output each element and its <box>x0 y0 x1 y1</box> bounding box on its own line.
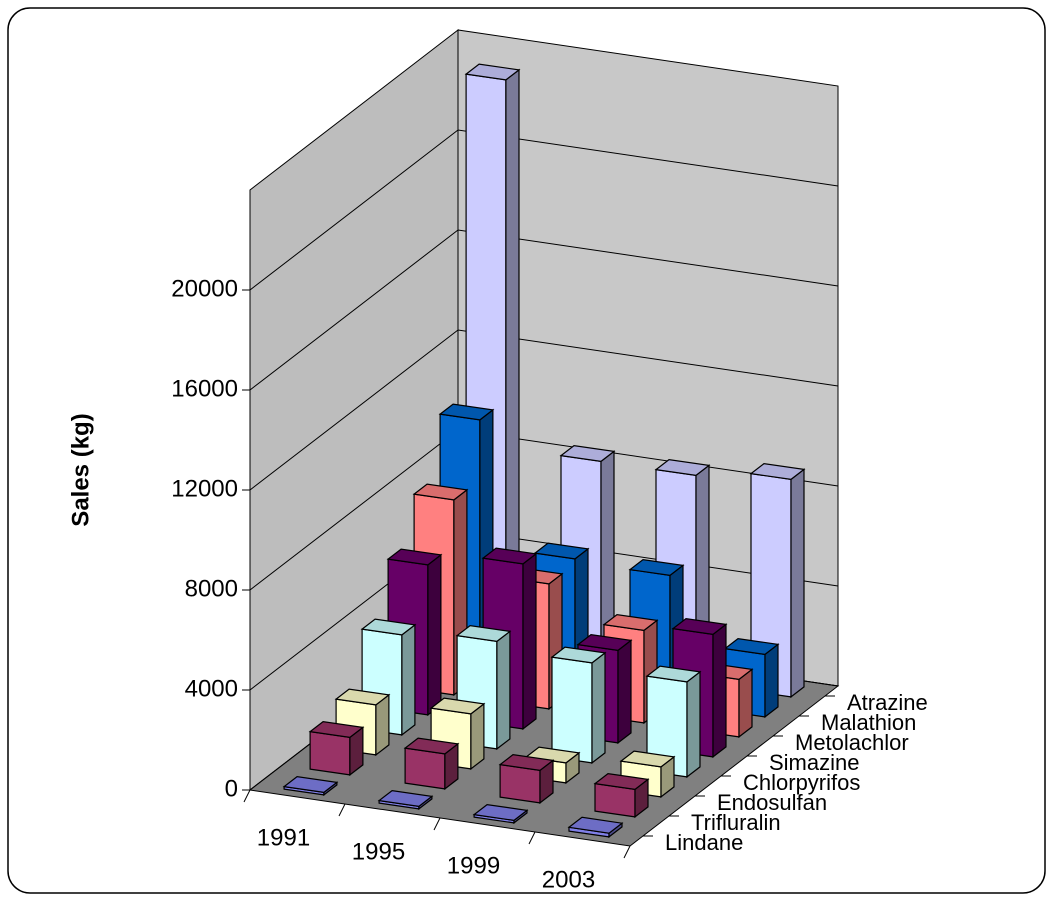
bar-top <box>749 462 806 481</box>
bar-top <box>628 558 685 577</box>
bar-side <box>790 468 805 699</box>
bar-top <box>576 633 633 652</box>
y-tick-label: 0 <box>225 775 238 802</box>
x-tick-label: 1995 <box>352 838 405 865</box>
y-tick-label: 20000 <box>171 275 238 302</box>
bar-top <box>334 688 391 706</box>
bar-front <box>499 763 541 804</box>
bar-top <box>472 803 529 822</box>
bar-side <box>617 639 632 745</box>
x-tick <box>623 845 631 859</box>
legend-label: Metolachlor <box>795 730 909 755</box>
y-tick-label: 8000 <box>185 575 238 602</box>
bar-top <box>481 547 538 565</box>
bar <box>377 789 434 811</box>
legend-label: Simazine <box>769 750 859 775</box>
bar <box>593 772 650 819</box>
x-tick-label: 2003 <box>542 866 595 893</box>
x-tick <box>243 789 251 803</box>
x-tick <box>528 831 536 845</box>
bar-top <box>619 750 676 768</box>
bar-top <box>602 613 659 632</box>
bar-side <box>401 623 416 737</box>
y-tick-label: 16000 <box>171 375 238 402</box>
bar <box>550 646 607 765</box>
x-tick <box>338 803 346 817</box>
bar <box>403 737 460 791</box>
bar-top <box>438 403 495 421</box>
legend-label: Endosulfan <box>717 790 827 815</box>
bar-side <box>496 630 511 751</box>
bar-top <box>654 458 711 477</box>
legend-label: Atrazine <box>847 690 928 715</box>
bar <box>308 720 365 777</box>
bar-side <box>591 651 606 765</box>
grid-line <box>249 229 839 391</box>
bar <box>498 753 555 805</box>
legend-label: Chlorpyrifos <box>743 770 860 795</box>
legend-label: Trifluralin <box>691 810 781 835</box>
bar-side <box>470 702 485 771</box>
bar-top <box>567 816 624 834</box>
bar <box>472 803 529 825</box>
bar-side <box>427 553 442 717</box>
bar-front <box>309 730 351 776</box>
bar-top <box>386 548 443 566</box>
bar-side <box>686 670 701 779</box>
legend-label: Lindane <box>665 830 743 855</box>
bar <box>645 665 702 779</box>
bar-top <box>282 775 339 794</box>
legend-label: Malathion <box>821 710 916 735</box>
bar-top <box>429 697 486 715</box>
bar-front <box>551 656 593 764</box>
bar-top <box>308 720 365 739</box>
bar-top <box>723 637 780 656</box>
x-tick-label: 1999 <box>447 852 500 879</box>
bar-top <box>377 789 434 808</box>
bar-side <box>738 668 753 739</box>
bar-top <box>550 646 607 664</box>
bar-top <box>412 483 469 501</box>
bar-top <box>464 63 521 81</box>
bar <box>749 462 806 699</box>
bar-top <box>671 617 728 636</box>
bar-top <box>360 618 417 636</box>
x-tick <box>433 817 441 831</box>
bar-top <box>533 542 590 560</box>
grid-line <box>249 129 839 291</box>
bar-side <box>522 552 537 731</box>
bar-side <box>764 643 779 719</box>
bar <box>282 775 339 797</box>
bar <box>567 816 624 839</box>
bar-top <box>403 737 460 755</box>
bar-side <box>712 623 727 759</box>
bar-front <box>404 747 446 790</box>
y-tick-label: 12000 <box>171 475 238 502</box>
y-axis-title: Sales (kg) <box>67 413 94 526</box>
bar-top <box>593 772 650 791</box>
grid-line <box>249 329 839 491</box>
bar-top <box>645 665 702 683</box>
x-tick-label: 1991 <box>257 824 310 851</box>
bar-top <box>498 753 555 772</box>
y-tick-label: 4000 <box>185 675 238 702</box>
bar-top <box>559 444 616 463</box>
bar-top <box>455 624 512 643</box>
